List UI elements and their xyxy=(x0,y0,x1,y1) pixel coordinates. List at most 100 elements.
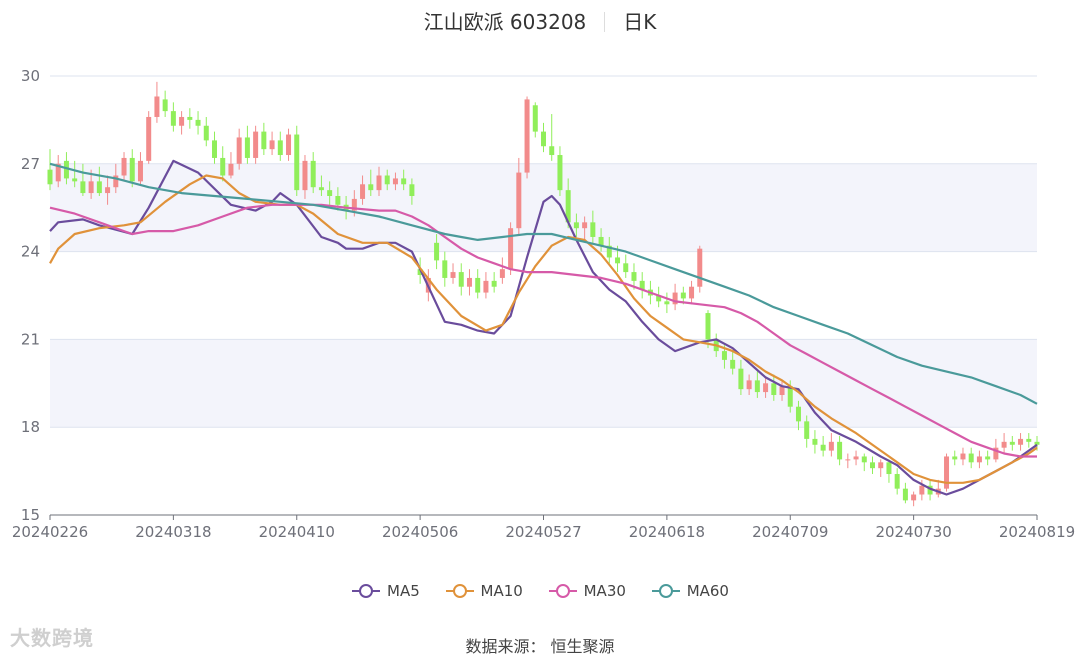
legend-item-ma60[interactable]: MA60 xyxy=(651,582,729,600)
x-tick-label: 20240709 xyxy=(752,523,828,541)
candle-body xyxy=(902,488,908,501)
candle-body xyxy=(746,380,752,390)
candle-body xyxy=(738,368,744,390)
candle-body xyxy=(113,175,119,188)
candle-body xyxy=(516,172,522,229)
candle-body xyxy=(409,184,415,196)
candle-body xyxy=(129,157,135,182)
candle-body xyxy=(335,195,341,205)
ma-line-ma30 xyxy=(49,203,1037,458)
candle-body xyxy=(195,119,201,126)
candle-body xyxy=(845,459,851,461)
candle-body xyxy=(721,351,727,360)
legend-ma5-icon xyxy=(352,584,380,598)
candle-body xyxy=(384,175,390,185)
y-tick-label: 30 xyxy=(21,67,40,85)
candle-body xyxy=(55,163,61,182)
candle-body xyxy=(541,131,546,147)
candle-body xyxy=(302,160,308,191)
candle-body xyxy=(524,99,530,173)
candle-body xyxy=(763,383,769,393)
candle-body xyxy=(837,441,843,460)
candle-body xyxy=(689,286,695,299)
candle-body xyxy=(639,280,645,290)
candle-body xyxy=(549,146,555,156)
candle-body xyxy=(499,269,505,278)
candle-body xyxy=(672,292,678,305)
candle-body xyxy=(1026,438,1032,442)
candle-body xyxy=(121,157,127,176)
candle-body xyxy=(170,111,176,126)
candle-body xyxy=(886,462,892,475)
candle-body xyxy=(771,383,777,396)
candle-body xyxy=(664,301,670,305)
candle-body xyxy=(376,175,382,191)
candle-body xyxy=(96,181,102,194)
data-source: 数据来源： 恒生聚源 xyxy=(465,637,615,656)
legend-label: MA5 xyxy=(387,582,420,600)
chart-title: 江山欧派 603208 日K xyxy=(0,6,1080,35)
candle-body xyxy=(483,280,489,293)
legend-label: MA60 xyxy=(686,582,729,600)
candle-body xyxy=(351,198,357,211)
legend-item-ma30[interactable]: MA30 xyxy=(548,582,626,600)
candle-body xyxy=(475,277,481,293)
candle-body xyxy=(162,99,168,112)
candle-body xyxy=(944,456,950,489)
candle-body xyxy=(327,190,333,196)
candle-body xyxy=(212,140,217,158)
legend-item-ma10[interactable]: MA10 xyxy=(445,582,523,600)
candle-body xyxy=(590,222,596,237)
candle-body xyxy=(466,277,472,287)
y-tick-label: 18 xyxy=(21,418,40,436)
x-tick-label: 20240506 xyxy=(382,523,458,541)
y-tick-label: 24 xyxy=(21,243,40,261)
candle-body xyxy=(1018,438,1024,445)
candle-body xyxy=(606,245,612,258)
candle-body xyxy=(730,359,736,369)
candle-body xyxy=(565,190,571,223)
legend-item-ma5[interactable]: MA5 xyxy=(351,582,420,600)
candle-body xyxy=(870,462,875,469)
candle-body xyxy=(80,181,86,194)
candle-body xyxy=(582,222,588,229)
watermark-logo: 大数跨境 xyxy=(10,626,94,650)
x-tick-label: 20240226 xyxy=(12,523,88,541)
grid-band xyxy=(50,163,1037,252)
candle-body xyxy=(927,485,933,495)
candle-body xyxy=(261,131,267,150)
ma-line-ma10 xyxy=(49,174,1038,484)
candle-body xyxy=(442,260,448,278)
x-tick-label: 20240318 xyxy=(135,523,211,541)
candle-body xyxy=(137,160,143,182)
candle-body xyxy=(993,447,999,460)
candle-body xyxy=(960,453,966,460)
candle-body xyxy=(269,140,275,150)
candle-body xyxy=(277,140,283,156)
candle-body xyxy=(88,181,94,194)
candle-body xyxy=(417,269,423,276)
candlestick-chart: 15 18 21 24 27 30 20240226 20240318 20240410 2024… xyxy=(12,67,1075,541)
candle-body xyxy=(47,169,53,185)
x-tick-label: 20240819 xyxy=(999,523,1075,541)
candle-body xyxy=(804,421,810,439)
grid-band xyxy=(50,339,1037,428)
x-tick-label: 20240527 xyxy=(505,523,581,541)
candle-body xyxy=(680,292,686,299)
period-label: 日K xyxy=(623,10,657,34)
candle-body xyxy=(154,96,160,117)
stock-name-code: 江山欧派 603208 xyxy=(423,10,587,34)
legend-label: MA30 xyxy=(583,582,626,600)
candle-body xyxy=(458,272,464,287)
candle-body xyxy=(911,494,917,501)
candle-body xyxy=(187,116,193,120)
candle-body xyxy=(532,105,538,132)
candle-body xyxy=(878,462,884,469)
x-tick-label: 20240730 xyxy=(875,523,951,541)
candle-body xyxy=(105,187,111,194)
candle-body xyxy=(795,406,801,422)
candle-body xyxy=(573,222,579,229)
candle-body xyxy=(220,157,226,176)
candle-body xyxy=(820,444,826,451)
candle-body xyxy=(952,456,958,460)
